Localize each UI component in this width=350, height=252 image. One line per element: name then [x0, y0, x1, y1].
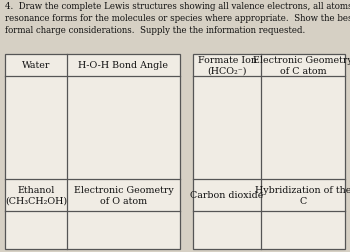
Text: Water: Water [22, 61, 50, 70]
Text: Ethanol
(CH₃CH₂OH): Ethanol (CH₃CH₂OH) [5, 185, 67, 205]
Text: Hybridization of the
C: Hybridization of the C [255, 185, 350, 205]
Text: Carbon dioxide: Carbon dioxide [190, 191, 264, 200]
Bar [193, 55, 345, 249]
Bar [5, 55, 180, 249]
Bar [5, 55, 180, 249]
Bar [193, 55, 345, 249]
Text: Formate Ion
(HCO₂⁻): Formate Ion (HCO₂⁻) [197, 56, 257, 75]
Text: H-O-H Bond Angle: H-O-H Bond Angle [78, 61, 168, 70]
Text: Electronic Geometry
of O atom: Electronic Geometry of O atom [74, 185, 173, 205]
Text: Electronic Geometry
of C atom: Electronic Geometry of C atom [253, 56, 350, 75]
Text: 4.  Draw the complete Lewis structures showing all valence electrons, all atoms,: 4. Draw the complete Lewis structures sh… [5, 2, 350, 35]
